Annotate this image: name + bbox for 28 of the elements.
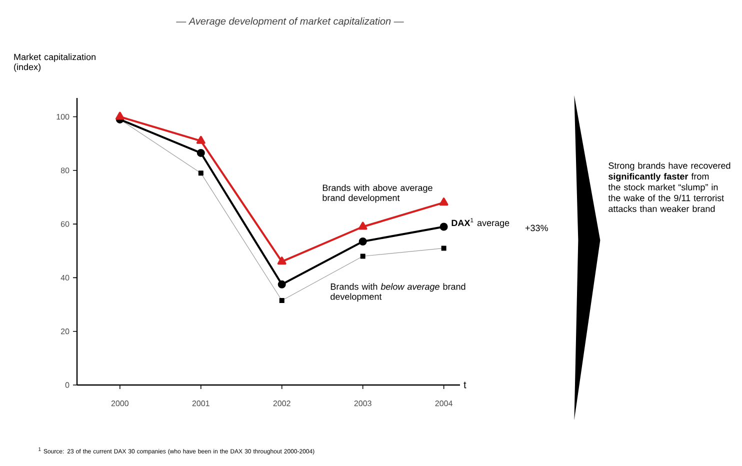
point [196,136,206,144]
point [115,112,124,120]
y-axis-title: Market capitalization (index) [14,54,96,72]
x-tick-label: 2000 [111,400,129,406]
text: Strong brands have recovered significantly faster from the stock market “slump” in the wake of the 9/11 terrorist attacks than weaker brand [608,162,730,212]
y-tick-label: 60 [61,221,70,227]
chart-title: — Average development of market capitalization — [176,17,404,27]
text: Brands with below average brand development [330,283,466,302]
point [358,222,368,230]
point [439,198,448,206]
y-tick-label: 0 [65,382,70,388]
x-tick-label: 2002 [273,400,290,406]
x-axis-title: t [464,382,466,388]
point [440,222,448,231]
point [196,148,205,157]
x-tick-label: 2001 [192,400,210,406]
point [278,280,286,288]
y-tick-label: 80 [60,168,70,174]
x-tick-label: 2003 [354,400,372,406]
y-tick-label: 20 [61,328,70,334]
point [277,256,286,265]
series-label: Brands with above average brand development [322,184,432,203]
point [358,237,367,246]
x-tick-label: 2004 [435,400,452,406]
text: +33% [525,224,548,232]
y-tick-label: 40 [60,274,70,281]
series-label: DAX$^{1}$ average [452,218,510,228]
y-tick-label: 100 [56,114,70,120]
